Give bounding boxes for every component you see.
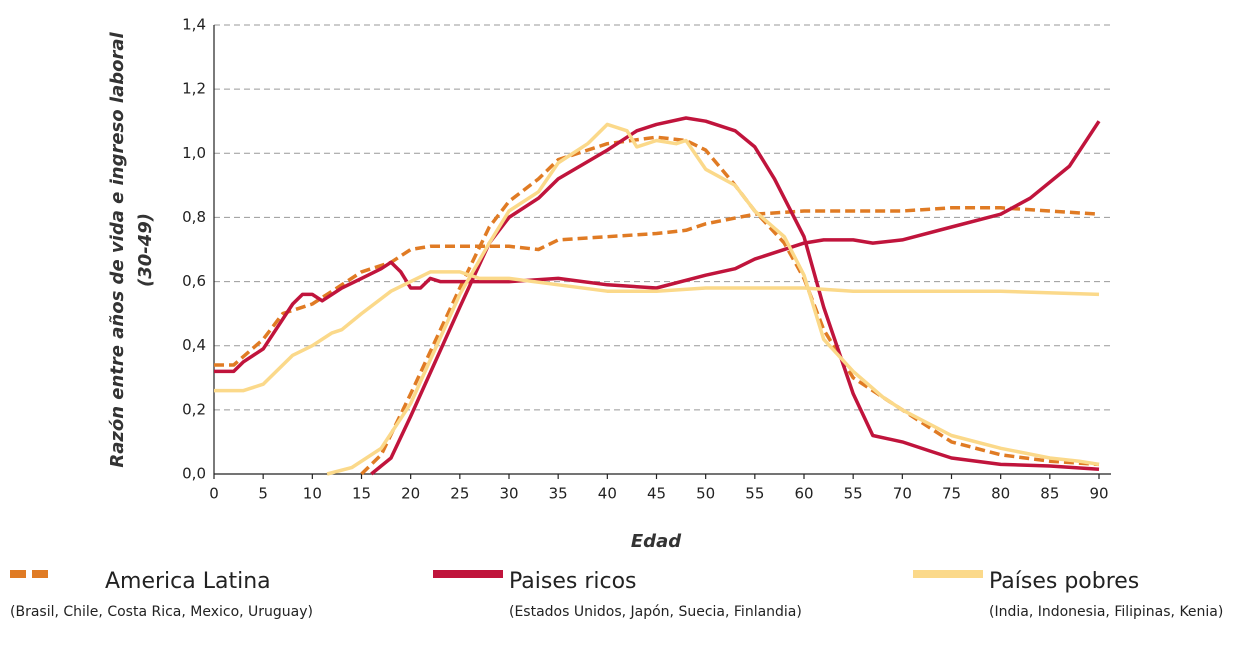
x-tick-label: 75	[942, 485, 961, 503]
x-tick-label: 70	[893, 485, 912, 503]
legend-label: Países pobres	[989, 569, 1139, 594]
series-line	[214, 270, 1100, 393]
series-line	[326, 122, 1100, 476]
x-tick-label: 5	[258, 485, 268, 503]
y-tick-label: 0,2	[182, 400, 206, 418]
legend-swatch	[433, 570, 503, 578]
legend-note: (India, Indonesia, Filipinas, Kenia)	[989, 604, 1223, 620]
series-line	[360, 135, 1100, 476]
series-line	[370, 116, 1100, 476]
x-tick-label: 55	[844, 485, 863, 503]
legend-note: (Estados Unidos, Japón, Suecia, Finlandi…	[509, 604, 802, 620]
legend-swatch	[32, 570, 48, 578]
x-tick-label: 25	[450, 485, 469, 503]
x-tick-label: 10	[303, 485, 322, 503]
x-tick-label: 80	[991, 485, 1010, 503]
y-tick-label: 1,4	[182, 16, 206, 34]
x-tick-label: 20	[401, 485, 420, 503]
y-tick-label: 1,0	[182, 144, 206, 162]
x-tick-label: 50	[696, 485, 715, 503]
y-axis-label: Razón entre años de vida e ingreso labor…	[107, 32, 128, 468]
x-tick-label: 40	[598, 485, 617, 503]
y-axis-label: (30-49)	[135, 213, 156, 287]
legend-label: America Latina	[105, 569, 271, 594]
y-tick-label: 0,4	[182, 336, 206, 354]
y-tick-label: 0,6	[182, 272, 206, 290]
y-tick-label: 1,2	[182, 80, 206, 98]
x-tick-label: 30	[499, 485, 518, 503]
legend-note: (Brasil, Chile, Costa Rica, Mexico, Urug…	[10, 604, 313, 620]
x-tick-label: 35	[549, 485, 568, 503]
x-tick-label: 85	[1040, 485, 1059, 503]
x-tick-label: 90	[1089, 485, 1108, 503]
series-line	[214, 120, 1101, 374]
x-tick-label: 55	[745, 485, 764, 503]
x-axis-label: Edad	[631, 531, 682, 552]
x-tick-label: 60	[794, 485, 813, 503]
x-tick-label: 15	[352, 485, 371, 503]
y-tick-label: 0,8	[182, 208, 206, 226]
legend-swatch	[10, 570, 26, 578]
legend-label: Paises ricos	[509, 569, 637, 594]
series-line	[214, 206, 1100, 367]
x-tick-label: 0	[209, 485, 219, 503]
y-tick-label: 0,0	[182, 465, 206, 483]
x-tick-label: 45	[647, 485, 666, 503]
legend-swatch	[913, 570, 983, 578]
